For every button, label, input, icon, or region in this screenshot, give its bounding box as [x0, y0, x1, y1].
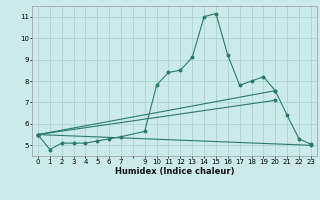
- X-axis label: Humidex (Indice chaleur): Humidex (Indice chaleur): [115, 167, 234, 176]
